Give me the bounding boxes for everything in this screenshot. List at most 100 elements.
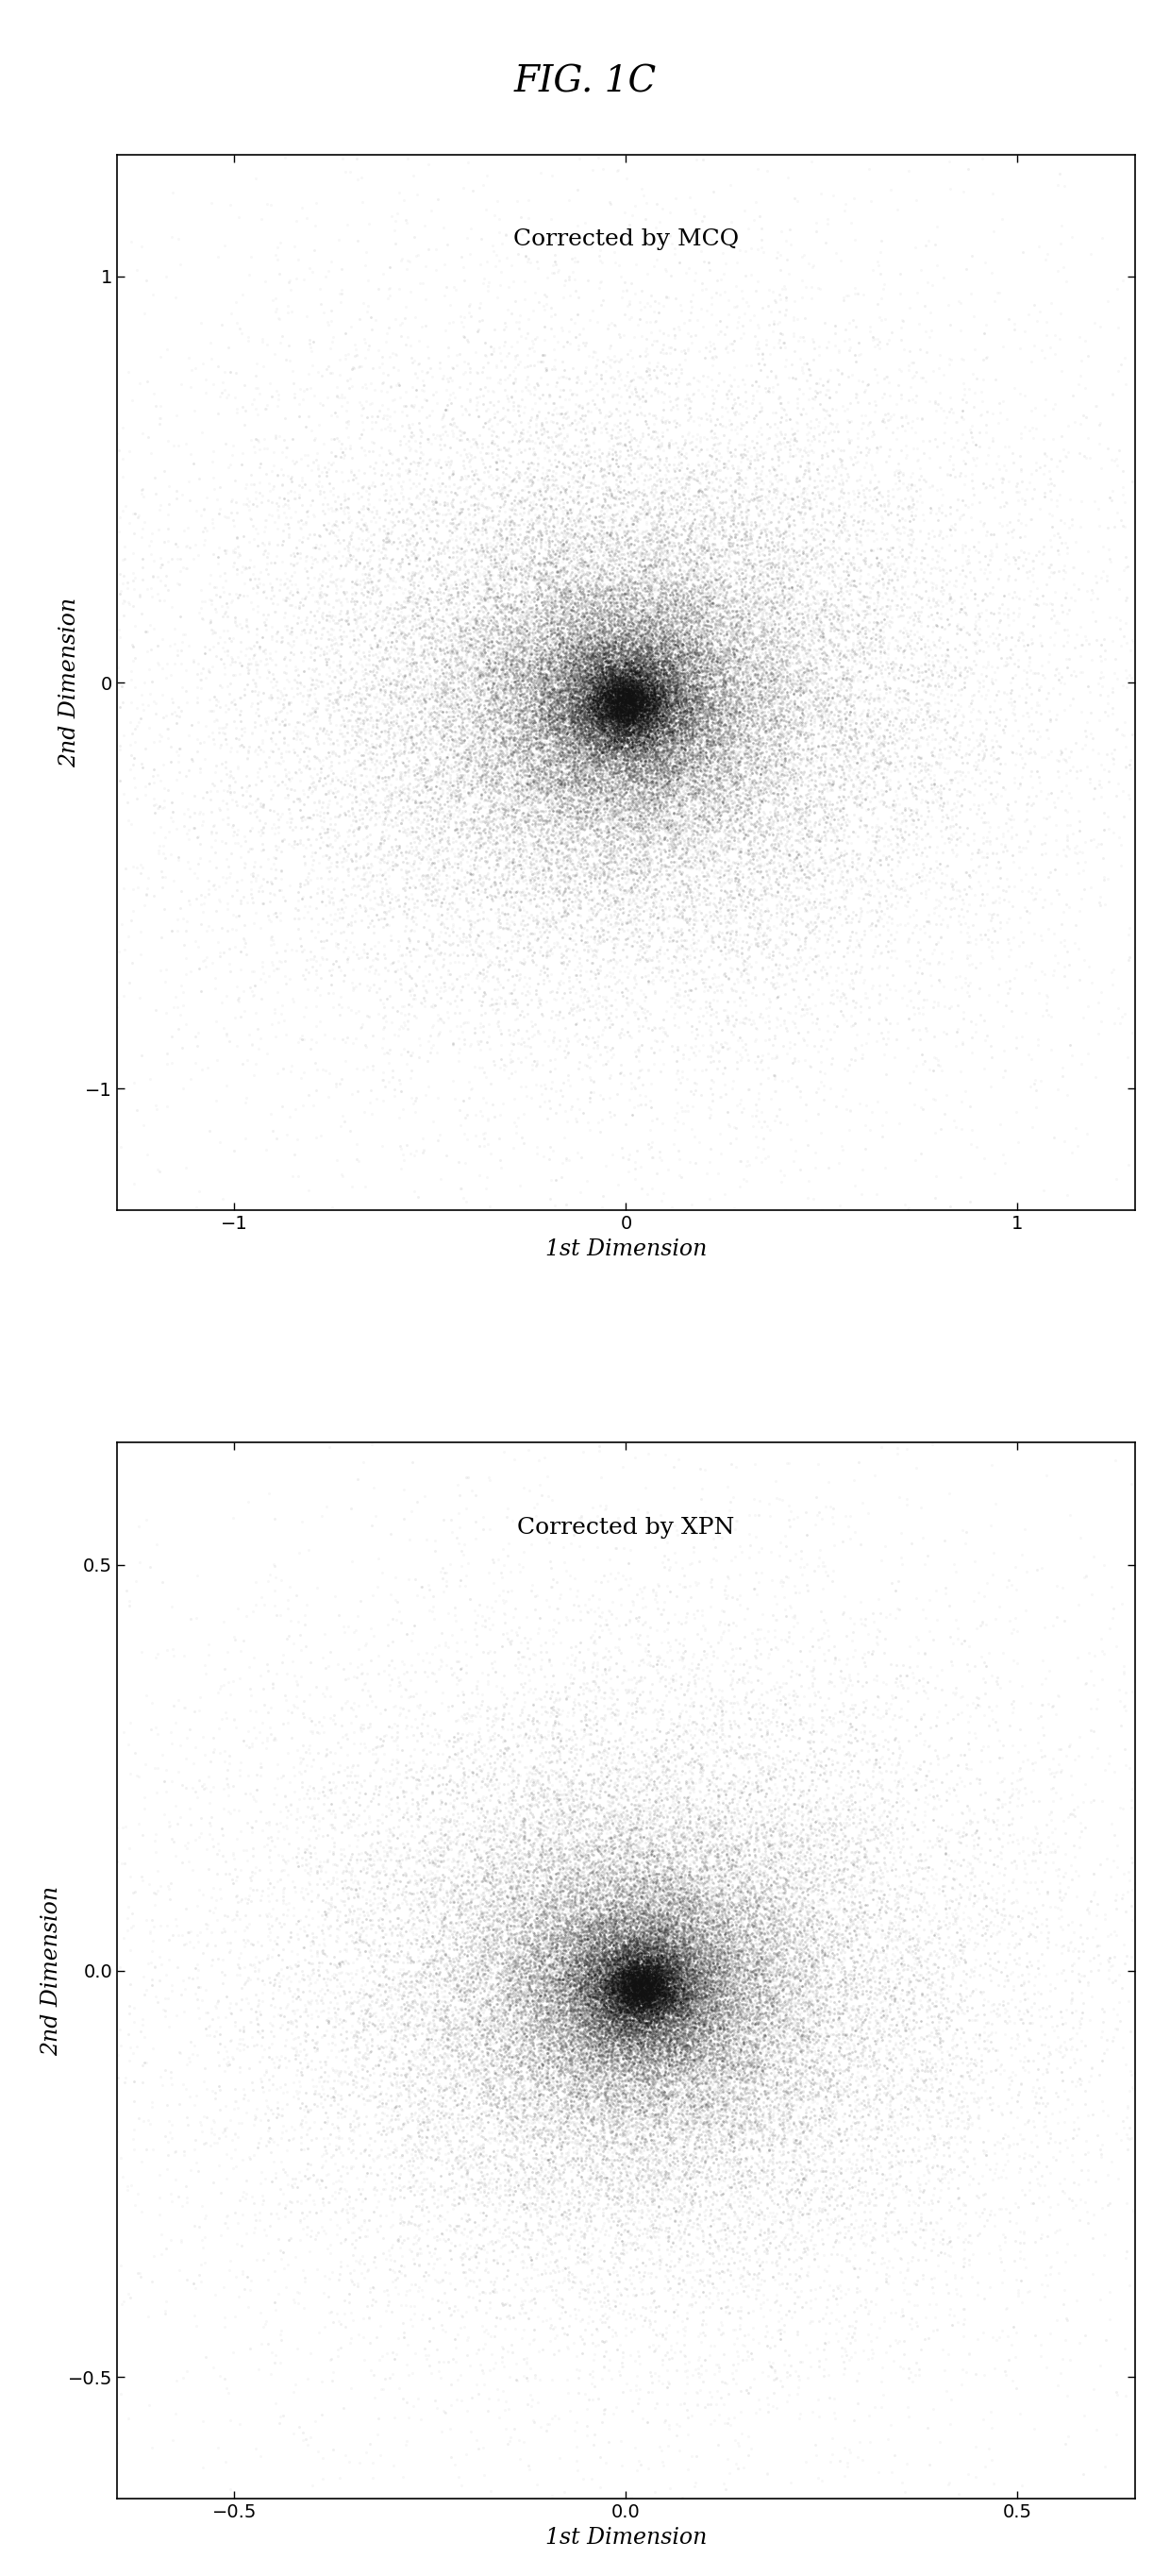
Point [723, 1066, 742, 1108]
Point [220, 2372, 239, 2414]
Point [473, 2102, 491, 2143]
Point [569, 469, 587, 510]
Point [773, 714, 792, 755]
Point [696, 878, 715, 920]
Point [536, 471, 555, 513]
Point [483, 747, 502, 788]
Point [641, 706, 660, 747]
Point [46, 559, 64, 600]
Point [543, 714, 562, 755]
Point [503, 842, 522, 884]
Point [615, 675, 634, 716]
Point [559, 2074, 578, 2115]
Point [647, 1940, 666, 1981]
Point [529, 1808, 548, 1850]
Point [635, 1899, 654, 1940]
Point [633, 1025, 652, 1066]
Point [590, 811, 608, 853]
Point [689, 817, 708, 858]
Point [670, 533, 689, 574]
Point [704, 922, 723, 963]
Point [606, 659, 625, 701]
Point [457, 814, 476, 855]
Point [620, 726, 639, 768]
Point [642, 799, 661, 840]
Point [762, 719, 780, 760]
Point [555, 706, 573, 747]
Point [632, 1904, 651, 1945]
Point [1103, 1945, 1122, 1986]
Point [813, 495, 832, 536]
Point [745, 801, 764, 842]
Point [702, 337, 721, 379]
Point [338, 677, 357, 719]
Point [775, 696, 793, 737]
Point [763, 762, 782, 804]
Point [577, 744, 596, 786]
Point [1019, 1947, 1038, 1989]
Point [501, 670, 519, 711]
Point [693, 1814, 711, 1855]
Point [565, 696, 584, 737]
Point [573, 2120, 592, 2161]
Point [817, 1978, 835, 2020]
Point [732, 1855, 751, 1896]
Point [743, 2071, 762, 2112]
Point [601, 443, 620, 484]
Point [887, 775, 906, 817]
Point [639, 1922, 658, 1963]
Point [681, 608, 700, 649]
Point [579, 580, 598, 621]
Point [830, 2079, 848, 2120]
Point [701, 1950, 720, 1991]
Point [576, 1996, 594, 2038]
Point [632, 670, 651, 711]
Point [870, 1870, 889, 1911]
Point [708, 621, 727, 662]
Point [647, 1994, 666, 2035]
Point [504, 732, 523, 773]
Point [612, 734, 631, 775]
Point [381, 690, 400, 732]
Point [539, 520, 558, 562]
Point [832, 2251, 851, 2293]
Point [611, 696, 629, 737]
Point [558, 683, 577, 724]
Point [544, 1772, 563, 1814]
Point [581, 688, 600, 729]
Point [606, 531, 625, 572]
Point [415, 716, 434, 757]
Point [482, 420, 501, 461]
Point [262, 940, 281, 981]
Point [608, 1829, 627, 1870]
Point [803, 1886, 821, 1927]
Point [600, 701, 619, 742]
Point [597, 1968, 615, 2009]
Point [751, 899, 770, 940]
Point [721, 670, 739, 711]
Point [218, 770, 236, 811]
Point [620, 2066, 639, 2107]
Point [399, 2053, 418, 2094]
Point [688, 662, 707, 703]
Point [615, 1937, 634, 1978]
Point [625, 670, 644, 711]
Point [698, 2099, 717, 2141]
Point [523, 940, 542, 981]
Point [585, 1762, 604, 1803]
Point [647, 1785, 666, 1826]
Point [749, 1947, 768, 1989]
Point [505, 969, 524, 1010]
Point [610, 1929, 628, 1971]
Point [686, 1960, 704, 2002]
Point [718, 806, 737, 848]
Point [504, 732, 523, 773]
Point [638, 1958, 656, 1999]
Point [585, 1978, 604, 2020]
Point [753, 721, 772, 762]
Point [514, 1788, 532, 1829]
Point [639, 1623, 658, 1664]
Point [644, 600, 662, 641]
Point [453, 2032, 472, 2074]
Point [450, 1955, 469, 1996]
